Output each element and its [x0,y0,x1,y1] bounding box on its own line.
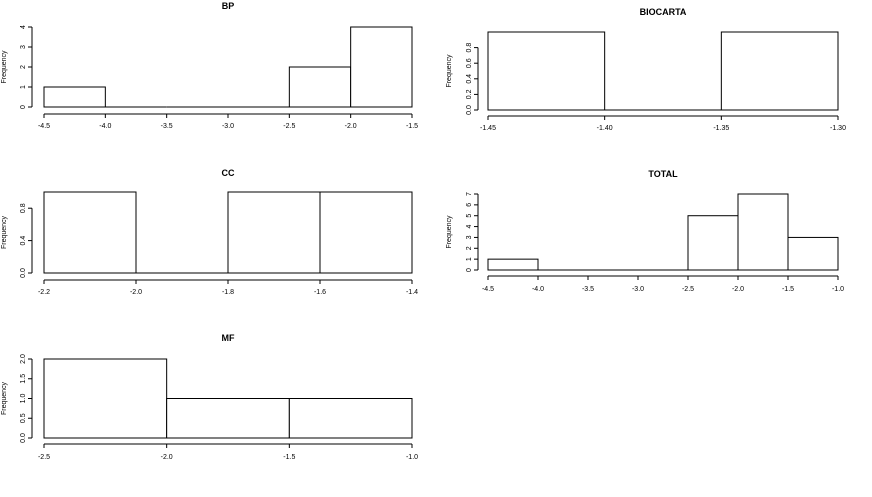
y-axis-label: Frequency [446,54,453,88]
x-tick-label: -1.0 [832,286,844,293]
histogram-bar [487,31,606,111]
histogram-bar [487,258,539,271]
y-tick-label: 0.0 [466,105,473,115]
y-tick-label: 0 [466,268,473,272]
x-tick-label: -2.0 [130,289,142,296]
y-tick-label: 0.5 [20,413,27,423]
y-tick-label: 4 [20,25,27,29]
x-tick-label: -2.2 [38,289,50,296]
y-tick-label: 2 [466,246,473,250]
x-tick-label: -1.40 [597,125,613,132]
x-tick-label: -2.0 [732,286,744,293]
y-tick-label: 0.6 [466,58,473,68]
histogram-bar [787,236,839,271]
x-tick-label: -3.0 [632,286,644,293]
y-axis-label: Frequency [1,215,8,249]
histogram-bar [43,358,168,439]
y-tick-label: 1.5 [20,374,27,384]
y-tick-label: 5 [466,214,473,218]
histogram-bar [288,398,413,439]
x-tick-label: -2.5 [38,454,50,461]
y-tick-label: 3 [20,45,27,49]
y-tick-label: 1.0 [20,394,27,404]
histogram-bar [720,31,839,111]
histogram-bar [43,191,137,274]
histogram-bar [43,86,106,108]
histogram-bar [227,191,321,274]
x-tick-label: -1.30 [830,125,846,132]
histogram-panel-cc: CC -2.2 -2.0 -1.8 -1.6 -1.4 0.0 0.4 0.8 Frequency [1,168,418,296]
x-tick-label: -1.5 [406,123,418,130]
x-tick-label: -1.45 [480,125,496,132]
histogram-panel-total: TOTAL -4.5 -4.0 -3.5 -3.0 -2.5 -2.0 -1.5 -1.0 0 1 2… [446,169,844,293]
x-tick-label: -1.0 [406,454,418,461]
chart-title: BP [222,1,235,11]
x-tick-label: -2.0 [345,123,357,130]
histogram-bar [737,193,789,271]
x-tick-label: -4.0 [99,123,111,130]
x-tick-label: -1.5 [283,454,295,461]
x-tick-label: -1.6 [314,289,326,296]
y-tick-label: 6 [466,203,473,207]
histogram-bar [350,26,413,108]
y-tick-label: 2 [20,65,27,69]
histogram-panel-biocarta: BIOCARTA -1.45 -1.40 -1.35 -1.30 0.0 0.2 0.4 0.6… [446,7,846,132]
y-tick-label: 1 [20,85,27,89]
y-axis-label: Frequency [1,381,8,415]
y-tick-label: 0.4 [466,74,473,84]
x-tick-label: -3.0 [222,123,234,130]
x-tick-label: -1.35 [713,125,729,132]
x-tick-label: -2.5 [682,286,694,293]
x-tick-label: -1.4 [406,289,418,296]
x-tick-label: -4.5 [38,123,50,130]
y-tick-label: 0.4 [20,236,27,246]
chart-title: BIOCARTA [640,7,687,17]
y-tick-label: 3 [466,235,473,239]
x-tick-label: -2.0 [161,454,173,461]
y-tick-label: 1 [466,257,473,261]
histogram-panel-mf: MF -2.5 -2.0 -1.5 -1.0 0.0 0.5 1.0 1.5 2.0 Frequen… [1,333,418,461]
y-axis-label: Frequency [446,215,453,249]
y-tick-label: 0.2 [466,89,473,99]
y-tick-label: 0 [20,105,27,109]
x-tick-label: -3.5 [582,286,594,293]
y-tick-label: 0.8 [466,43,473,53]
histogram-bar [319,191,413,274]
y-tick-label: 0.8 [20,203,27,213]
y-tick-label: 2.0 [20,354,27,364]
x-tick-label: -4.5 [482,286,494,293]
x-tick-label: -1.8 [222,289,234,296]
histogram-panel-bp: BP -4.5 -4.0 -3.5 -3.0 -2.5 -2.0 -1.5 0 1 2 3 4 Frequ… [1,1,418,130]
y-tick-label: 4 [466,225,473,229]
x-tick-label: -4.0 [532,286,544,293]
y-tick-label: 0.0 [20,433,27,443]
x-tick-label: -2.5 [283,123,295,130]
histogram-bar [288,66,352,108]
x-tick-label: -1.5 [782,286,794,293]
chart-title: MF [222,333,235,343]
chart-title: TOTAL [648,169,678,179]
x-tick-label: -3.5 [161,123,173,130]
y-tick-label: 7 [466,192,473,196]
histogram-bar [166,398,290,439]
y-axis-label: Frequency [1,50,8,84]
y-tick-label: 0.0 [20,268,27,278]
chart-title: CC [222,168,235,178]
histogram-bar [687,215,739,271]
